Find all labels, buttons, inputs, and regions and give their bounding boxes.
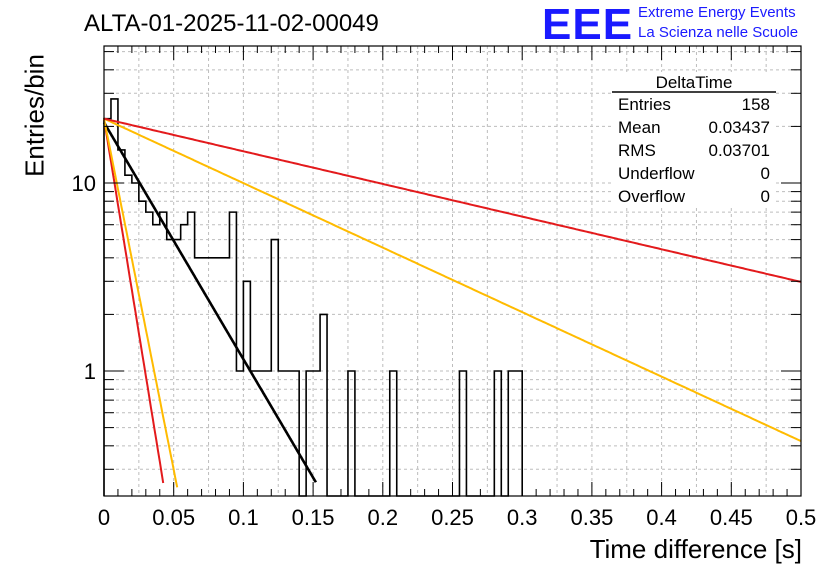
x-tick-label: 0.1: [228, 505, 259, 530]
grid: [104, 46, 801, 496]
axes: 0 0.05 0.1 0.15 0.2 0.25 0.3 0.35 0.4 0.45 0.5 1 10: [72, 45, 817, 530]
x-tick-label: 0.5: [786, 505, 817, 530]
logo-line-2: La Scienza nelle Scuole: [638, 24, 799, 41]
x-tick-label: 0.4: [646, 505, 677, 530]
fit-line-orange-shallow: [103, 117, 802, 443]
y-tick-label: 1: [84, 359, 96, 384]
x-tick-label: 0: [98, 505, 110, 530]
x-tick-label: 0.3: [507, 505, 538, 530]
stats-label: RMS: [618, 141, 656, 160]
stats-value: 0: [761, 187, 770, 206]
stats-label: Mean: [618, 118, 661, 137]
eee-logo: EEE: [542, 0, 634, 49]
stats-box: DeltaTime Entries 158 Mean 0.03437 RMS 0.03701…: [612, 72, 776, 208]
stats-box-bg: [612, 72, 776, 208]
stats-name: DeltaTime: [656, 73, 733, 92]
x-tick-label: 0.35: [570, 505, 613, 530]
stats-value: 0.03701: [709, 141, 770, 160]
x-tick-label: 0.45: [710, 505, 753, 530]
fit-line-red-steep: [103, 118, 165, 484]
fit-line-fit: [102, 121, 318, 483]
x-tick-label: 0.2: [368, 505, 399, 530]
stats-value: 0.03437: [709, 118, 770, 137]
x-tick-label: 0.05: [152, 505, 195, 530]
y-tick-label: 10: [72, 171, 96, 196]
stats-value: 0: [761, 164, 770, 183]
x-tick-label: 0.25: [431, 505, 474, 530]
stats-label: Overflow: [618, 187, 686, 206]
fit-line-red-shallow: [103, 117, 802, 283]
stats-label: Underflow: [618, 164, 695, 183]
x-axis-label: Time difference [s]: [589, 534, 802, 564]
fit-line-orange-steep: [103, 118, 179, 488]
x-tick-label: 0.15: [292, 505, 335, 530]
stats-value: 158: [742, 95, 770, 114]
logo-line-1: Extreme Energy Events: [638, 4, 796, 21]
fit-lines: [102, 117, 802, 488]
stats-label: Entries: [618, 95, 671, 114]
chart-title: ALTA-01-2025-11-02-00049: [84, 10, 379, 37]
